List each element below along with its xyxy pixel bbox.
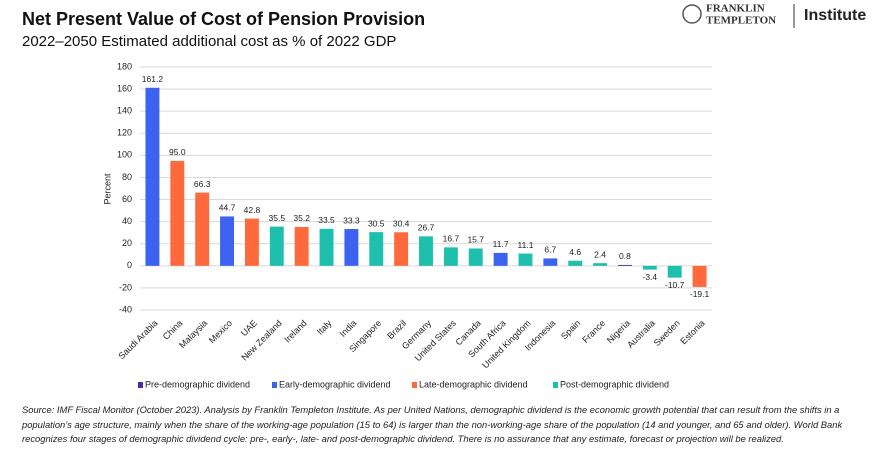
legend-label: Post-demographic dividend [560,379,669,389]
bar [394,232,409,266]
data-label: 16.7 [443,234,460,244]
chart: Net Present Value of Cost of Pension Pro… [22,3,866,390]
y-axis-label: Percent [102,173,112,205]
data-label: 11.7 [493,239,509,249]
data-label: 33.3 [343,215,360,225]
y-tick-label: 120 [117,128,132,138]
data-label: 33.5 [318,215,335,225]
logo-icon [682,4,702,24]
logo-brand: TEMPLETON [706,15,776,27]
x-tick-label: Sweden [652,318,682,348]
y-tick-label: 140 [117,106,132,116]
y-tick-label: -20 [119,282,132,292]
x-tick-label: Brazil [385,318,408,341]
bar [269,226,284,266]
data-label: 35.5 [269,213,286,223]
x-tick-label: UAE [239,318,259,338]
data-label: 66.3 [194,179,211,189]
data-label: -10.7 [665,280,685,290]
legend-swatch [553,382,558,388]
bar [443,247,458,266]
bar [419,236,433,266]
data-label: 6.7 [544,245,556,255]
chart-subtitle: 2022–2050 Estimated additional cost as %… [22,33,396,50]
data-label: -3.4 [642,272,657,282]
x-tick-label: Saudi Arabia [116,318,159,361]
legend-label: Pre-demographic dividend [145,379,250,389]
y-tick-label: 80 [122,172,132,182]
source-note: Source: IMF Fiscal Monitor (October 2023… [22,404,843,444]
data-label: 30.5 [368,218,385,228]
bar [518,253,533,266]
data-label: 0.8 [619,251,631,261]
data-label: -19.1 [690,289,710,299]
bar [692,265,707,287]
y-tick-label: 180 [117,61,132,71]
bar [319,228,334,266]
bar [294,226,309,266]
data-label: 4.6 [569,247,581,257]
legend-swatch [138,382,143,388]
bar [543,258,558,266]
x-tick-label: Estonia [678,318,706,346]
y-tick-label: 60 [122,194,132,204]
bar [667,265,682,278]
bar [244,218,259,266]
bar [468,248,483,266]
legend-label: Early-demographic dividend [279,379,391,389]
x-tick-label: India [338,318,359,339]
bar [642,265,657,270]
data-label: 30.4 [393,218,410,228]
data-label: 44.7 [219,203,236,213]
bar [344,229,359,266]
x-tick-label: Spain [559,318,582,341]
data-label: 42.8 [244,205,261,215]
chart-title: Net Present Value of Cost of Pension Pro… [22,9,425,29]
data-label: 95.0 [169,147,186,157]
legend-swatch [412,382,417,388]
x-tick-label: France [580,318,607,345]
y-tick-label: 20 [122,238,132,248]
y-tick-label: 0 [127,260,132,270]
data-label: 2.4 [594,249,606,259]
bar [568,260,583,266]
legend-swatch [272,382,277,388]
logo-institute: Institute [804,7,866,24]
y-tick-label: -40 [119,304,132,314]
data-label: 15.7 [467,235,484,245]
bar [617,264,632,266]
bar [369,232,384,266]
x-tick-label: Ireland [282,318,309,345]
bar [493,252,508,266]
data-label: 161.2 [142,74,164,84]
x-tick-label: Italy [315,318,334,337]
data-label: 11.1 [518,240,534,250]
legend-label: Late-demographic dividend [419,379,528,389]
data-label: 26.7 [418,223,435,233]
y-tick-label: 40 [122,216,132,226]
bar [170,160,185,266]
bar [195,192,210,266]
logo-brand: FRANKLIN [706,3,765,15]
bar [220,216,235,266]
x-tick-label: Mexico [207,318,234,345]
data-label: 35.2 [293,213,310,223]
y-tick-label: 100 [117,150,132,160]
bar [145,87,160,266]
bar [593,263,608,266]
y-tick-label: 160 [117,83,132,93]
x-tick-label: Australia [625,318,657,350]
